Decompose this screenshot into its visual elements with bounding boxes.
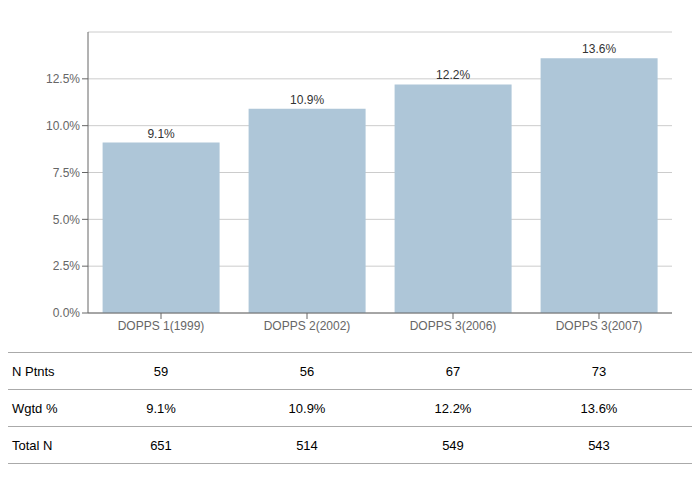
html-text:549: 549 — [442, 437, 464, 453]
svg-text:12.5%: 12.5% — [46, 72, 80, 86]
svg-text:5.0%: 5.0% — [53, 213, 81, 227]
html-text:12.2%: 12.2% — [434, 400, 472, 416]
svg-text:DOPPS 1(1999): DOPPS 1(1999) — [118, 319, 205, 333]
svg-text:DOPPS 3(2006): DOPPS 3(2006) — [410, 319, 497, 333]
svg-text:13.6%: 13.6% — [582, 42, 616, 56]
html-text:10.9%: 10.9% — [288, 400, 326, 416]
html-text:N Ptnts: N Ptnts — [12, 363, 55, 379]
html-text:543: 543 — [588, 437, 610, 453]
html-text:13.6%: 13.6% — [580, 400, 618, 416]
svg-text:0.0%: 0.0% — [53, 306, 81, 320]
svg-text:2.5%: 2.5% — [53, 259, 81, 273]
html-text:Total N: Total N — [12, 437, 53, 453]
html-text:514: 514 — [296, 437, 318, 453]
html-text:67: 67 — [445, 363, 461, 379]
html-text:59: 59 — [153, 363, 169, 379]
html-text:Wgtd %: Wgtd % — [12, 400, 58, 416]
html-text:651: 651 — [150, 437, 172, 453]
svg-text:10.9%: 10.9% — [290, 93, 324, 107]
svg-text:DOPPS 2(2002): DOPPS 2(2002) — [264, 319, 351, 333]
html-text:56: 56 — [299, 363, 315, 379]
svg-text:DOPPS 3(2007): DOPPS 3(2007) — [556, 319, 643, 333]
svg-text:7.5%: 7.5% — [53, 166, 81, 180]
html-text:73: 73 — [591, 363, 607, 379]
svg-text:10.0%: 10.0% — [46, 119, 80, 133]
svg-text:12.2%: 12.2% — [436, 68, 470, 82]
svg-text:9.1%: 9.1% — [147, 127, 175, 141]
html-text:9.1%: 9.1% — [146, 400, 176, 416]
